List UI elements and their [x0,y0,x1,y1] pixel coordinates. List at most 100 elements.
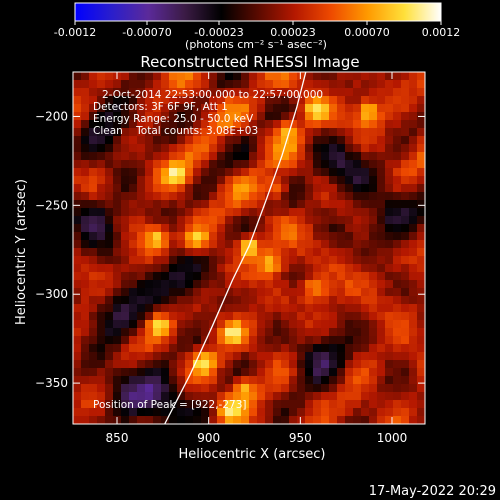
heatmap-cell [97,88,106,97]
heatmap-cell [97,368,106,377]
heatmap-cell [369,128,378,137]
info-line-clean: Clean Total counts: 3.08E+03 [93,125,258,137]
heatmap-cell [73,376,82,385]
heatmap-cell [345,384,354,393]
heatmap-cell [73,248,82,257]
heatmap-cell [393,72,402,81]
heatmap-cell [273,224,282,233]
heatmap-cell [249,280,258,289]
heatmap-cell [241,216,250,225]
heatmap-cell [233,184,242,193]
heatmap-cell [361,128,370,137]
heatmap-cell [353,200,362,209]
heatmap-cell [161,312,170,321]
heatmap-cell [321,280,330,289]
heatmap-cell [193,296,202,305]
heatmap-cell [161,240,170,249]
heatmap-cell [201,384,210,393]
heatmap-cell [369,288,378,297]
heatmap-cell [105,240,114,249]
heatmap-cell [185,96,194,105]
heatmap-cell [369,80,378,89]
heatmap-cell [89,304,98,313]
heatmap-cell [193,200,202,209]
heatmap-cell [337,216,346,225]
heatmap-cell [329,352,338,361]
heatmap-cell [321,224,330,233]
heatmap-cell [193,208,202,217]
heatmap-cell [73,192,82,201]
heatmap-cell [361,248,370,257]
heatmap-cell [361,72,370,81]
heatmap-cell [185,376,194,385]
heatmap-cell [225,208,234,217]
heatmap-cell [89,72,98,81]
heatmap-cell [225,264,234,273]
heatmap-cell [297,392,306,401]
heatmap-cell [137,376,146,385]
heatmap-cell [241,368,250,377]
heatmap-cell [385,248,394,257]
heatmap-cell [241,112,250,121]
heatmap-cell [353,320,362,329]
heatmap-cell [329,344,338,353]
heatmap-cell [161,344,170,353]
heatmap-cell [169,352,178,361]
heatmap-cell [137,416,146,424]
heatmap-cell [145,160,154,169]
heatmap-cell [241,224,250,233]
heatmap-cell [217,344,226,353]
heatmap-cell [241,344,250,353]
heatmap-cell [137,88,146,97]
heatmap-cell [361,376,370,385]
heatmap-cell [169,160,178,169]
heatmap-cell [153,216,162,225]
heatmap-cell [89,232,98,241]
heatmap-cell [385,128,394,137]
heatmap-cell [145,296,154,305]
heatmap-cell [145,72,154,81]
heatmap-cell [345,88,354,97]
heatmap-cell [89,280,98,289]
heatmap-cell [369,280,378,289]
heatmap-cell [297,184,306,193]
heatmap-cell [225,248,234,257]
heatmap-cell [297,344,306,353]
heatmap-cell [185,224,194,233]
heatmap-cell [249,248,258,257]
heatmap-cell [337,200,346,209]
heatmap-cell [81,344,90,353]
heatmap-cell [297,144,306,153]
heatmap-cell [129,368,138,377]
heatmap-cell [345,344,354,353]
heatmap-cell [217,392,226,401]
heatmap-cell [361,416,370,424]
heatmap-cell [297,96,306,105]
heatmap-cell [97,112,106,121]
heatmap-cell [313,384,322,393]
heatmap-cell [233,176,242,185]
heatmap-cell [97,128,106,137]
heatmap-cell [369,224,378,233]
heatmap-cell [129,296,138,305]
y-tick-label: −350 [35,376,68,390]
heatmap-cell [81,400,90,409]
heatmap-cell [409,240,418,249]
heatmap-cell [177,136,186,145]
heatmap-cell [97,232,106,241]
heatmap-cell [393,176,402,185]
heatmap-cell [273,168,282,177]
heatmap-cell [209,224,218,233]
heatmap-cell [201,176,210,185]
heatmap-cell [169,336,178,345]
heatmap-cell [105,88,114,97]
heatmap-cell [249,240,258,249]
heatmap-cell [185,384,194,393]
heatmap-cell [257,136,266,145]
heatmap-cell [361,168,370,177]
heatmap-cell [249,200,258,209]
heatmap-cell [217,216,226,225]
heatmap-cell [393,136,402,145]
heatmap-cell [353,336,362,345]
heatmap-cell [217,208,226,217]
